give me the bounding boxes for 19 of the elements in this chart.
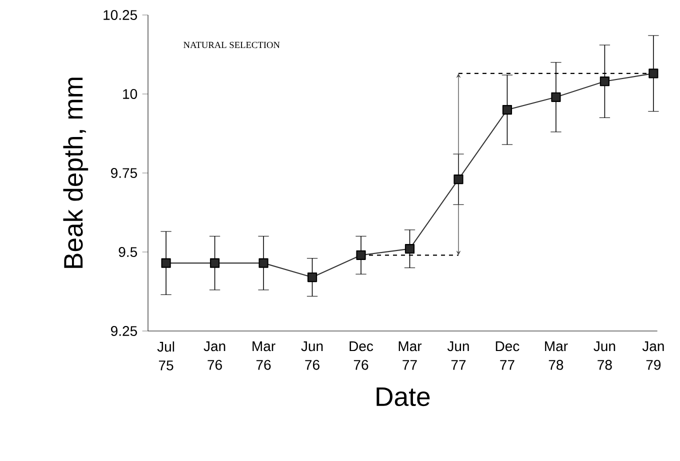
x-tick-label: Dec 76 xyxy=(350,341,374,370)
y-tick-label: 9.25 xyxy=(111,326,138,336)
y-tick-label: 10.25 xyxy=(104,10,138,20)
y-tick-label: 10 xyxy=(123,89,138,99)
x-tick-label: Jun 78 xyxy=(594,341,616,370)
x-tick-label: Mar 78 xyxy=(545,341,568,370)
x-tick-label: Jul 75 xyxy=(157,341,174,370)
x-tick-label: Mar 77 xyxy=(398,341,422,370)
x-tick-label: Jan 76 xyxy=(204,341,226,370)
annotation: NATURAL SELECTION xyxy=(184,42,280,48)
x-tick-label: Jun 76 xyxy=(301,341,323,370)
x-tick-label: Jan 79 xyxy=(642,341,664,370)
x-tick-label: Jun 77 xyxy=(447,341,469,370)
x-tick-label: Dec 77 xyxy=(496,341,520,370)
x-axis-title: Date xyxy=(376,388,430,406)
y-tick-label: 9.5 xyxy=(118,247,138,257)
y-tick-label: 9.75 xyxy=(111,168,138,178)
x-tick-label: Mar 76 xyxy=(252,341,276,370)
y-axis-title: Beak depth, mm xyxy=(63,78,88,268)
